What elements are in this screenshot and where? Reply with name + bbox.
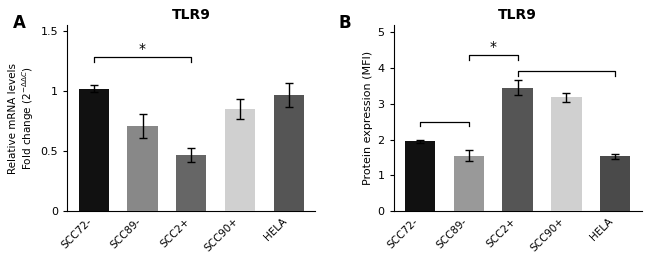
Y-axis label: Relative mRNA levels
Fold change (2$^{-ΔΔC}$): Relative mRNA levels Fold change (2$^{-Δ… xyxy=(8,63,36,173)
Bar xyxy=(127,126,158,211)
Bar xyxy=(600,156,630,211)
Text: A: A xyxy=(13,14,25,32)
Text: *: * xyxy=(139,42,146,56)
Bar xyxy=(225,109,255,211)
Bar xyxy=(551,97,582,211)
Text: B: B xyxy=(339,14,352,32)
Bar xyxy=(502,88,533,211)
Bar xyxy=(454,156,484,211)
Y-axis label: Protein expression (MFI): Protein expression (MFI) xyxy=(363,51,373,185)
Bar xyxy=(79,89,109,211)
Text: *: * xyxy=(489,40,497,54)
Bar xyxy=(274,95,304,211)
Bar xyxy=(176,155,207,211)
Title: TLR9: TLR9 xyxy=(172,8,211,22)
Title: TLR9: TLR9 xyxy=(498,8,537,22)
Bar xyxy=(405,141,435,211)
